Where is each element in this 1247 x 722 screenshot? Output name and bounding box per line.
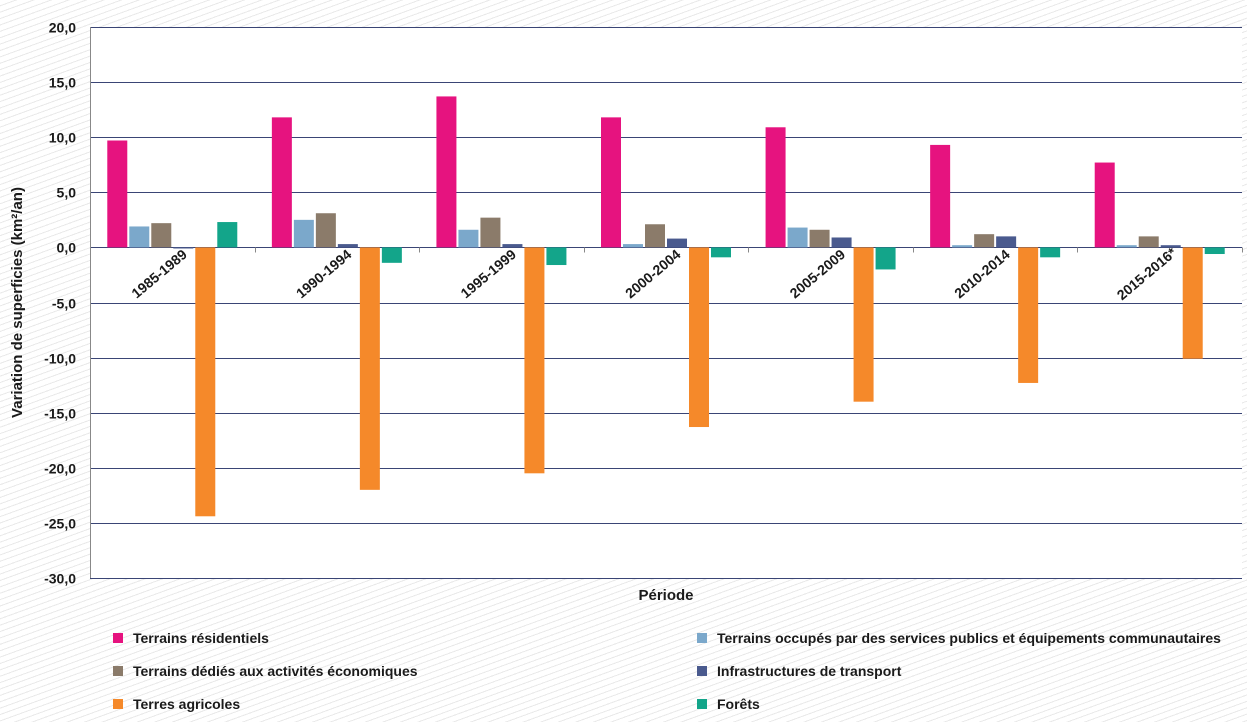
bar xyxy=(1094,162,1115,248)
bar xyxy=(337,244,358,248)
bar xyxy=(787,227,808,248)
y-tick-label: 20,0 xyxy=(49,20,76,36)
bar xyxy=(151,223,172,248)
bar xyxy=(711,247,731,258)
y-tick-label: 5,0 xyxy=(57,185,77,201)
bar xyxy=(315,213,336,248)
bar xyxy=(436,96,457,248)
bar xyxy=(1182,247,1203,359)
bar xyxy=(524,247,545,474)
bar xyxy=(195,247,216,517)
bar xyxy=(831,237,852,248)
y-tick-label: -5,0 xyxy=(52,296,76,312)
bar xyxy=(359,247,380,490)
y-tick-label: -10,0 xyxy=(44,351,76,367)
bar xyxy=(974,234,995,248)
bar xyxy=(107,140,128,248)
x-axis-title: Période xyxy=(638,587,693,604)
bar xyxy=(623,244,643,248)
bar xyxy=(546,247,567,266)
bar xyxy=(1160,245,1181,248)
bar xyxy=(1116,245,1137,248)
bar xyxy=(1018,247,1039,383)
y-tick-label: -30,0 xyxy=(44,571,76,587)
y-tick-label: 0,0 xyxy=(57,240,77,256)
bar xyxy=(1204,247,1225,255)
bar xyxy=(952,245,973,248)
bar xyxy=(173,247,194,249)
bar xyxy=(875,247,896,270)
bar xyxy=(129,226,150,248)
bar xyxy=(1138,236,1159,248)
bar xyxy=(502,244,523,248)
bar xyxy=(293,219,314,248)
bar xyxy=(1040,247,1061,258)
bar xyxy=(689,247,709,428)
bar xyxy=(667,238,687,248)
bar xyxy=(996,236,1017,248)
bar xyxy=(217,222,238,248)
y-tick-label: 10,0 xyxy=(49,130,76,146)
bar xyxy=(480,217,501,248)
plot-area xyxy=(90,27,1242,578)
bar xyxy=(458,229,479,248)
y-tick-label: -20,0 xyxy=(44,461,76,477)
y-tick-label: -25,0 xyxy=(44,516,76,532)
bar xyxy=(645,224,665,248)
bar xyxy=(271,117,292,248)
bar xyxy=(381,247,402,263)
bar xyxy=(601,117,621,248)
y-tick-label: 15,0 xyxy=(49,75,76,91)
bar xyxy=(853,247,874,402)
bar xyxy=(765,127,786,248)
bar xyxy=(930,144,951,248)
y-tick-label: -15,0 xyxy=(44,406,76,422)
y-axis-title: Variation de superficies (km²/an) xyxy=(9,187,26,418)
bar xyxy=(809,229,830,248)
